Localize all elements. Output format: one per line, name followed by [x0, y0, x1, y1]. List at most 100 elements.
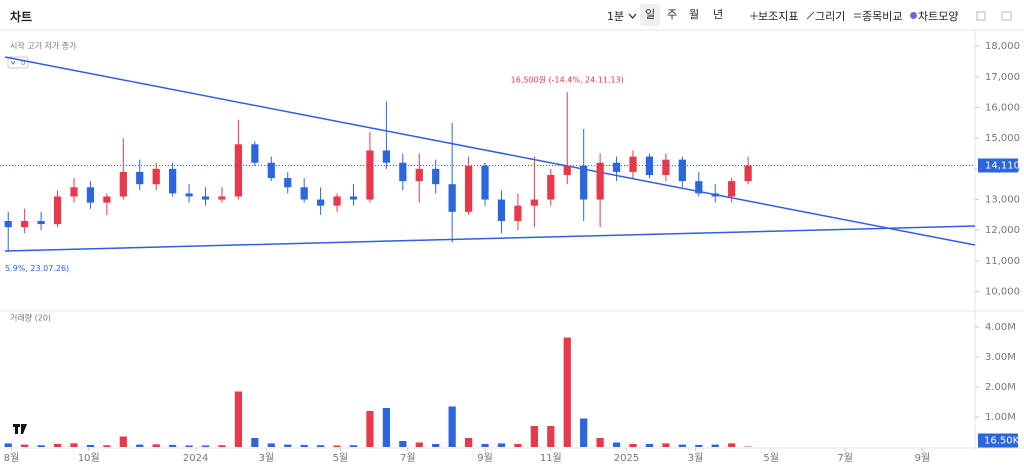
- candle-body: [284, 178, 292, 188]
- candle-body: [70, 187, 78, 197]
- volume-bar: [678, 444, 686, 447]
- period-year[interactable]: 년: [712, 8, 724, 21]
- candle-body: [4, 221, 12, 228]
- pencil-icon: [806, 11, 815, 20]
- candle-body: [37, 221, 45, 225]
- candle-body: [103, 196, 111, 203]
- y-tick-label: 16,000: [985, 103, 1020, 114]
- volume-bar: [21, 444, 29, 447]
- x-tick-label: 2025: [614, 453, 639, 464]
- candle-body: [662, 159, 670, 175]
- volume-bar: [415, 442, 423, 447]
- toolbar-icons[interactable]: [976, 9, 1016, 23]
- candle-body: [612, 162, 621, 172]
- volume-bar: [464, 438, 473, 447]
- candle-body: [464, 165, 473, 212]
- volume-bar: [201, 445, 210, 447]
- volume-bar: [596, 438, 604, 447]
- volume-bar: [234, 391, 243, 447]
- candle-body: [481, 165, 489, 200]
- tool-label: 보조지표: [758, 10, 799, 23]
- x-tick-label: 2024: [183, 453, 208, 464]
- tool-compare[interactable]: 종목비교: [853, 8, 902, 24]
- compare-icon: [854, 13, 861, 18]
- tool-draw[interactable]: 그리기: [806, 8, 845, 24]
- candle-body: [21, 221, 29, 228]
- overlay-chevron: [10, 60, 16, 65]
- volume-bar: [514, 444, 522, 447]
- candle-body: [514, 205, 522, 222]
- period-month[interactable]: 월: [688, 8, 700, 21]
- candle-body: [530, 199, 538, 206]
- volume-bar: [662, 443, 670, 447]
- candle-body: [300, 187, 308, 200]
- candle-body: [316, 199, 325, 206]
- period-week[interactable]: 주: [666, 8, 678, 21]
- volume-bar: [629, 444, 637, 447]
- y-tick-label: 13,000: [985, 195, 1020, 206]
- current-volume-box: [978, 433, 1018, 448]
- volume-bar: [728, 443, 736, 447]
- volume-bar: [136, 444, 144, 447]
- candle-body: [152, 168, 160, 185]
- volume-bar: [316, 445, 325, 447]
- candle-body: [744, 165, 752, 182]
- candle-body: [333, 196, 341, 206]
- candle-body: [349, 196, 358, 200]
- y-tick-label: 10,000: [985, 287, 1020, 298]
- interval: 1분: [607, 10, 625, 23]
- tool-style[interactable]: 차트모양: [909, 8, 958, 24]
- logo: [8, 420, 32, 438]
- candle-body: [563, 165, 571, 175]
- volume-bar: [103, 445, 111, 447]
- volume-bar: [53, 444, 62, 447]
- volume-bar: [4, 443, 12, 447]
- volume-bar: [744, 446, 752, 448]
- x-tick-label: 10월: [78, 452, 100, 464]
- volume-bar: [86, 444, 95, 447]
- candle-body: [399, 162, 407, 182]
- volume-bar: [185, 445, 193, 447]
- volume-bar: [349, 445, 358, 447]
- volume-bar: [547, 426, 555, 447]
- volume-bar: [711, 444, 719, 447]
- trendline: [4, 225, 976, 252]
- x-tick-label: 7월: [837, 452, 853, 464]
- candle-body: [169, 168, 177, 194]
- volume-bar: [267, 443, 275, 447]
- x-tick-label: 9월: [477, 452, 493, 464]
- annotation-high: 16,500원 (-14.4%, 24.11.13): [511, 76, 624, 85]
- y-tick-label: 2.00M: [985, 382, 1016, 393]
- current-price-box: [978, 158, 1018, 173]
- x-tick-label: 3월: [688, 452, 704, 464]
- x-tick-label: 5월: [763, 452, 779, 464]
- tool-indicator[interactable]: 보조지표: [750, 8, 798, 24]
- y-tick-label: 1.00M: [985, 412, 1016, 423]
- volume-title: 거래량 (20): [10, 313, 51, 323]
- volume-bar: [119, 436, 127, 447]
- candle-body: [432, 168, 440, 185]
- candle-body: [366, 150, 374, 200]
- candle-body: [86, 187, 95, 203]
- interval-select[interactable]: 1분: [607, 8, 637, 24]
- candle-body: [711, 193, 719, 197]
- annotation-low: 5.9%, 23.07.26): [5, 264, 69, 273]
- volume-bar: [481, 444, 489, 447]
- volume-bar: [497, 443, 506, 447]
- plus-icon: [750, 12, 758, 20]
- volume-bar: [448, 406, 456, 447]
- x-tick-label: 7월: [400, 452, 416, 464]
- y-tick-label: 12,000: [985, 225, 1020, 236]
- candle-body: [645, 156, 654, 175]
- volume-bar: [645, 444, 654, 447]
- x-tick-label: 3월: [259, 452, 275, 464]
- current-volume-label: 16.50K: [984, 436, 1020, 447]
- candle-body: [267, 162, 275, 179]
- volume-bar: [70, 443, 78, 447]
- candle-body: [185, 193, 193, 197]
- candle-body: [629, 156, 637, 172]
- candle-body: [547, 175, 555, 200]
- period-day[interactable]: 일: [640, 4, 660, 26]
- x-tick-label: 8월: [4, 452, 20, 464]
